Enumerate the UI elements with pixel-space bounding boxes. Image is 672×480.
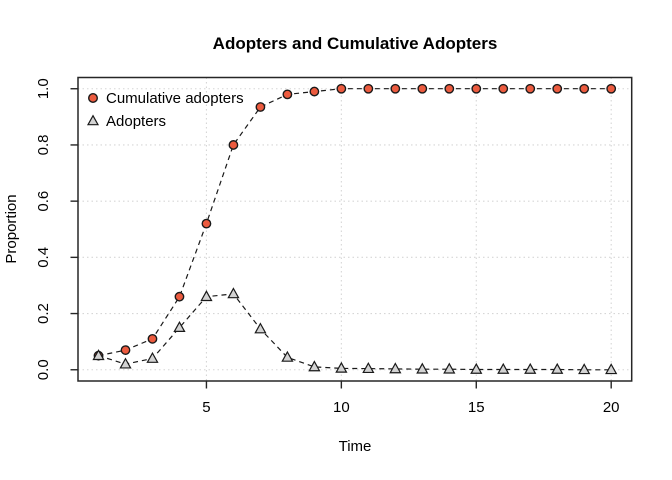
data-point-circle-icon	[336, 83, 347, 94]
data-point-triangle-icon	[254, 322, 267, 334]
data-point-circle-icon	[471, 83, 482, 94]
data-point-triangle-icon	[173, 320, 186, 333]
data-point-circle-icon	[174, 291, 185, 302]
data-point-circle-icon	[201, 218, 212, 229]
legend-triangle-marker-icon	[86, 114, 100, 126]
chart-title: Adopters and Cumulative Adopters	[213, 34, 498, 53]
data-point-triangle-icon	[551, 362, 564, 374]
data-point-triangle-icon	[119, 357, 132, 369]
data-point-circle-icon	[363, 83, 374, 94]
y-tick-label: 1.0	[35, 78, 52, 99]
data-point-circle-icon	[120, 345, 131, 355]
data-point-triangle-icon	[308, 360, 321, 372]
data-point-triangle-icon	[416, 362, 429, 374]
data-point-circle-icon	[552, 83, 563, 94]
legend-label-cumulative-adopters: Cumulative adopters	[106, 90, 244, 107]
legend: Cumulative adopters Adopters	[86, 90, 244, 130]
series-adopters	[98, 293, 612, 371]
data-point-triangle-icon	[497, 362, 510, 374]
data-point-triangle-icon	[335, 361, 348, 373]
data-point-triangle-icon	[389, 362, 402, 374]
plot-frame	[77, 76, 633, 382]
data-point-triangle-icon	[92, 349, 105, 361]
data-point-circle-icon	[498, 83, 509, 94]
data-series	[92, 83, 618, 375]
data-point-triangle-icon	[281, 350, 294, 362]
legend-circle-marker-icon	[87, 92, 98, 103]
data-point-triangle-icon	[578, 363, 591, 375]
axis-tick-labels: 5 10 15 20 0.0 0.2 0.4 0.6 0.8 1.0	[35, 78, 620, 416]
x-tick-label: 5	[202, 399, 210, 416]
y-tick-label: 0.6	[35, 191, 52, 212]
grid-lines	[78, 77, 632, 381]
legend-item-adopters: Adopters	[86, 113, 166, 130]
data-point-triangle-icon	[605, 363, 618, 375]
data-point-triangle-icon	[146, 351, 159, 363]
series-cumulative-adopters	[98, 88, 612, 357]
data-point-triangle-icon	[524, 362, 537, 374]
data-point-circle-icon	[444, 83, 455, 94]
data-point-triangle-icon	[200, 290, 213, 302]
y-tick-label: 0.4	[35, 247, 52, 268]
y-axis-label: Proportion	[3, 194, 20, 263]
data-point-triangle-icon	[470, 362, 483, 374]
series-line	[98, 88, 612, 357]
y-tick-label: 0.8	[35, 135, 52, 156]
data-point-triangle-icon	[227, 287, 240, 299]
y-tick-label: 0.2	[35, 303, 52, 324]
x-tick-label: 20	[603, 399, 620, 416]
markers-cumulative-adopters	[93, 83, 617, 361]
x-tick-label: 15	[468, 399, 485, 416]
legend-label-adopters: Adopters	[106, 113, 166, 130]
data-point-circle-icon	[417, 83, 428, 94]
data-point-circle-icon	[228, 140, 239, 150]
data-point-circle-icon	[579, 83, 590, 94]
data-point-circle-icon	[606, 83, 617, 94]
data-point-circle-icon	[525, 83, 536, 94]
x-tick-label: 10	[333, 399, 350, 416]
markers-adopters	[92, 287, 618, 375]
data-point-circle-icon	[147, 333, 158, 344]
legend-item-cumulative-adopters: Cumulative adopters	[87, 90, 244, 107]
data-point-circle-icon	[390, 83, 401, 94]
data-point-triangle-icon	[443, 362, 456, 374]
axis-ticks	[70, 88, 612, 389]
data-point-circle-icon	[282, 89, 293, 100]
data-point-circle-icon	[255, 102, 266, 112]
data-point-triangle-icon	[362, 361, 375, 374]
y-tick-label: 0.0	[35, 359, 52, 380]
x-axis-label: Time	[339, 438, 372, 455]
series-line	[98, 293, 612, 371]
data-point-circle-icon	[309, 86, 320, 97]
